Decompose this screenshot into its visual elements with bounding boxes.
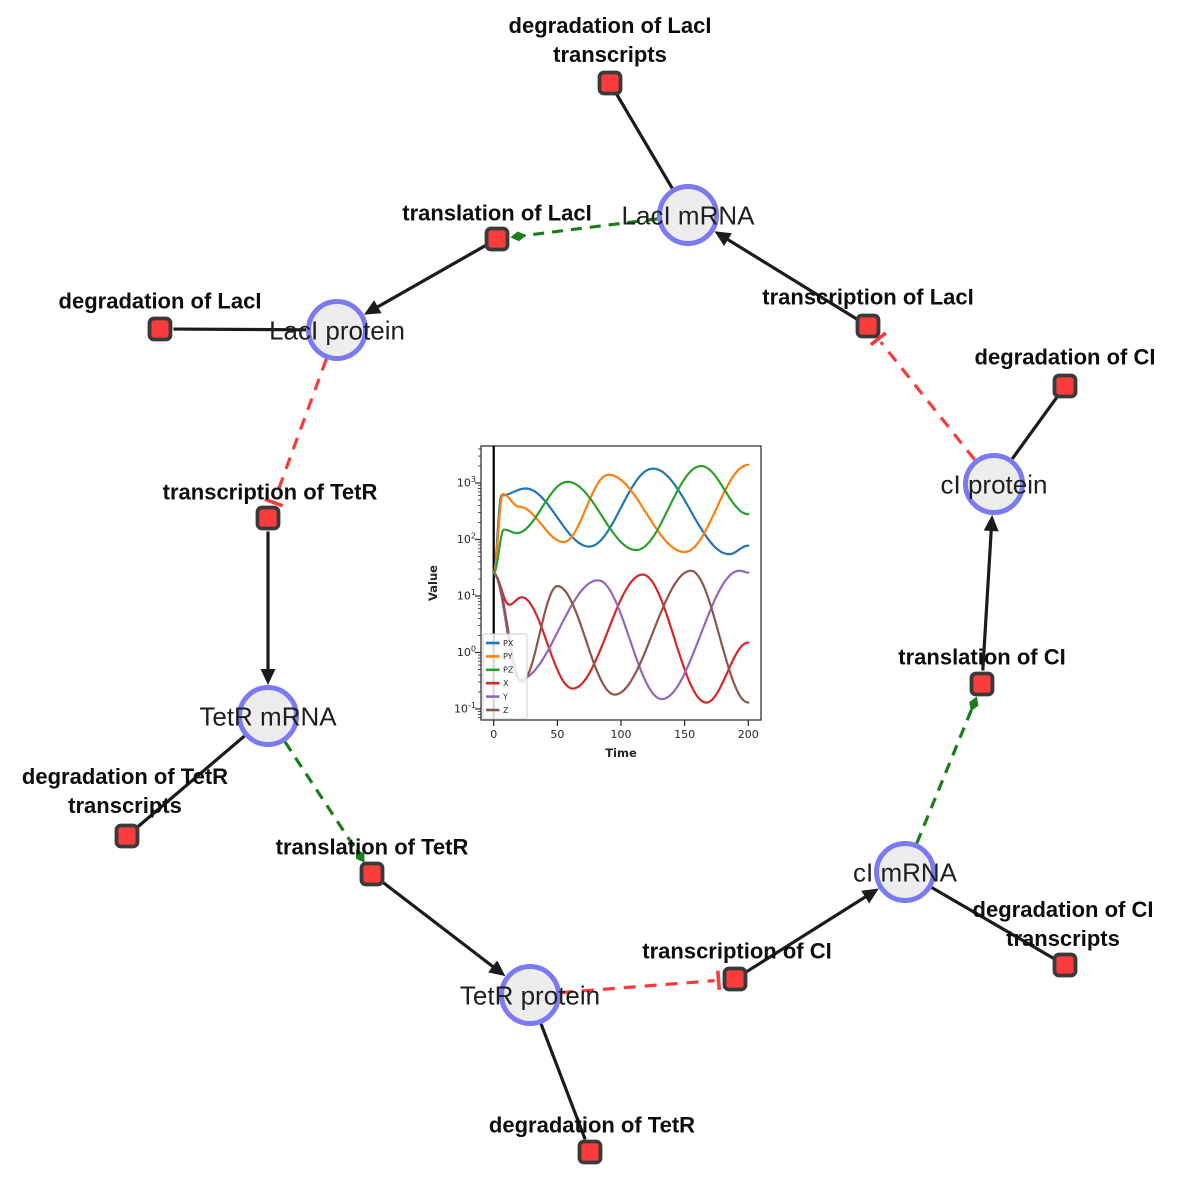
reaction-label-deg_cI: degradation of CI bbox=[974, 344, 1156, 370]
edge-tetR_protein-deg_tetR bbox=[539, 1023, 587, 1140]
legend-label-PX: PX bbox=[503, 639, 514, 648]
species-node-cI_mRNA[interactable] bbox=[874, 841, 936, 903]
legend-label-Y: Y bbox=[502, 692, 508, 701]
edge-deg_lacI_tx-lacI_mRNA bbox=[615, 93, 674, 190]
x-tick-label: 200 bbox=[738, 728, 759, 741]
chart-ylabel: Value bbox=[426, 565, 440, 601]
legend-label-Z: Z bbox=[503, 706, 509, 715]
y-tick-label: 10-1 bbox=[454, 701, 476, 716]
edge-lacI_mRNA-transl_lacI bbox=[510, 217, 658, 242]
x-tick-label: 100 bbox=[611, 728, 632, 741]
edge-transl_cI-cI_protein bbox=[981, 514, 999, 671]
legend-label-X: X bbox=[503, 679, 509, 688]
x-tick-label: 50 bbox=[550, 728, 564, 741]
edge-txn_tetR-tetR_mRNA bbox=[260, 531, 276, 685]
species-label-cI_protein: cI protein bbox=[940, 469, 1048, 500]
reaction-label-txn_tetR: transcription of TetR bbox=[162, 479, 378, 505]
edge-lacI_protein-txn_tetR bbox=[264, 358, 328, 508]
reaction-node-deg_lacI[interactable] bbox=[147, 316, 173, 342]
reaction-node-txn_lacI[interactable] bbox=[855, 313, 881, 339]
species-node-tetR_mRNA[interactable] bbox=[237, 685, 299, 747]
edge-txn_cI-cI_mRNA bbox=[745, 888, 879, 974]
edge-transl_lacI-lacI_protein bbox=[363, 244, 487, 315]
reaction-label-transl_cI: translation of CI bbox=[898, 644, 1066, 670]
y-tick-label: 100 bbox=[457, 645, 476, 660]
species-label-cI_mRNA: cI mRNA bbox=[853, 857, 957, 888]
reaction-node-transl_tetR[interactable] bbox=[359, 861, 385, 887]
species-label-tetR_mRNA: TetR mRNA bbox=[199, 701, 337, 732]
species-label-lacI_protein: LacI protein bbox=[269, 315, 405, 346]
nodes-layer bbox=[114, 70, 1078, 1165]
edge-tetR_mRNA-transl_tetR bbox=[283, 741, 365, 863]
time-series-chart: 10-1 100 101 102 103 0 50 100 150 200 PX PY PZ XYZ Ti… bbox=[426, 445, 762, 760]
legend-label-PZ: PZ bbox=[503, 666, 514, 675]
edge-txn_lacI-lacI_mRNA bbox=[714, 231, 858, 321]
edge-transl_tetR-tetR_protein bbox=[381, 880, 506, 977]
reaction-label-transl_lacI: translation of LacI bbox=[402, 200, 592, 226]
reaction-label-txn_lacI: transcription of LacI bbox=[762, 284, 974, 310]
chart-legend: PX PY PZ XYZ bbox=[482, 633, 528, 720]
species-node-tetR_protein[interactable] bbox=[499, 964, 561, 1026]
reaction-node-transl_cI[interactable] bbox=[969, 671, 995, 697]
reaction-label-deg_cI_tx: degradation of CI transcripts bbox=[972, 897, 1154, 951]
edges-layer bbox=[136, 93, 1059, 1140]
species-node-cI_protein[interactable] bbox=[963, 453, 1025, 515]
edge-cI_mRNA-transl_cI bbox=[915, 696, 979, 844]
series-line-Z bbox=[492, 569, 750, 704]
reaction-node-deg_lacI_tx[interactable] bbox=[597, 70, 623, 96]
series-line-X bbox=[492, 572, 750, 704]
reaction-node-txn_cI[interactable] bbox=[722, 966, 748, 992]
reaction-label-deg_tetR: degradation of TetR bbox=[488, 1112, 696, 1138]
reaction-node-transl_lacI[interactable] bbox=[484, 226, 510, 252]
reaction-node-deg_cI[interactable] bbox=[1052, 373, 1078, 399]
series-line-PY bbox=[492, 463, 750, 575]
x-tick-label: 0 bbox=[490, 728, 497, 741]
reaction-label-transl_tetR: translation of TetR bbox=[275, 834, 469, 860]
y-tick-label: 102 bbox=[457, 532, 476, 547]
x-tick-label: 150 bbox=[674, 728, 695, 741]
y-tick-label: 103 bbox=[457, 475, 476, 490]
reaction-label-txn_cI: transcription of CI bbox=[642, 938, 832, 964]
chart-xlabel: Time bbox=[605, 746, 637, 760]
y-tick-label: 101 bbox=[457, 588, 476, 603]
reaction-node-deg_tetR_tx[interactable] bbox=[114, 823, 140, 849]
reaction-label-deg_lacI: degradation of LacI bbox=[58, 288, 262, 314]
edge-tetR_protein-txn_cI bbox=[560, 970, 722, 995]
reaction-label-deg_lacI_tx: degradation of LacI transcripts bbox=[508, 13, 712, 67]
series-line-PZ bbox=[492, 464, 750, 575]
edge-cI_protein-txn_lacI bbox=[869, 331, 976, 461]
legend-label-PY: PY bbox=[503, 652, 513, 661]
species-label-lacI_mRNA: LacI mRNA bbox=[621, 200, 755, 231]
species-node-lacI_mRNA[interactable] bbox=[657, 184, 719, 246]
series-line-Y bbox=[492, 569, 750, 701]
edge-deg_lacI-lacI_protein bbox=[173, 327, 307, 332]
edge-tetR_mRNA-deg_tetR_tx bbox=[136, 734, 246, 829]
species-label-tetR_protein: TetR protein bbox=[459, 980, 601, 1011]
reaction-label-deg_tetR_tx: degradation of TetR transcripts bbox=[21, 764, 229, 818]
reaction-node-deg_tetR[interactable] bbox=[577, 1139, 603, 1165]
reaction-node-txn_tetR[interactable] bbox=[255, 505, 281, 531]
species-node-lacI_protein[interactable] bbox=[306, 299, 368, 361]
edge-cI_protein-deg_cI bbox=[1010, 395, 1059, 460]
reaction-node-deg_cI_tx[interactable] bbox=[1052, 952, 1078, 978]
edge-cI_mRNA-deg_cI_tx bbox=[930, 886, 1055, 960]
